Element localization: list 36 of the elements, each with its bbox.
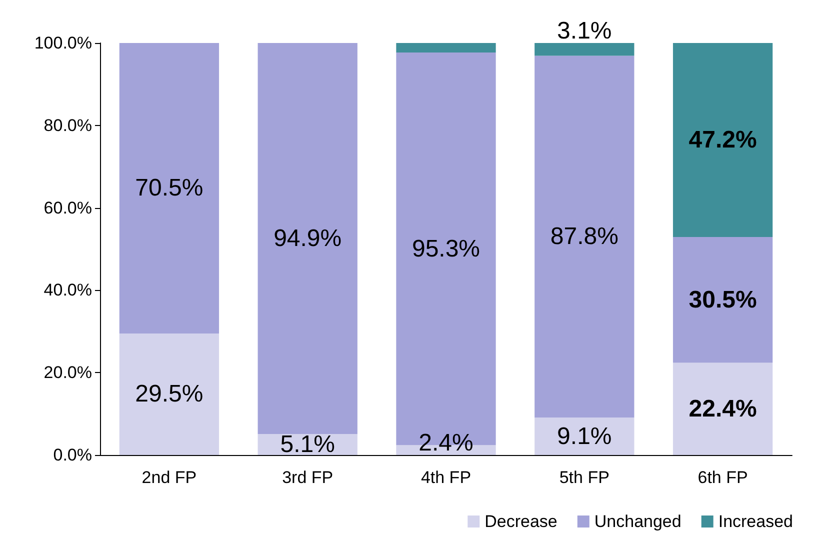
- bar: [672, 43, 773, 238]
- data-label: 70.5%: [135, 174, 204, 202]
- data-label: 22.4%: [688, 395, 757, 422]
- data-label: 30.5%: [688, 286, 757, 314]
- data-label: 3.1%: [557, 18, 612, 44]
- bar: [534, 56, 634, 418]
- x-tick-label: 2nd FP: [142, 468, 197, 487]
- data-label: 5.1%: [280, 430, 335, 458]
- bar: [119, 43, 220, 334]
- bar: [534, 418, 634, 455]
- y-tick-label: 0.0%: [53, 446, 92, 464]
- y-tick-label: 100.0%: [34, 34, 92, 52]
- legend-label: Increased: [718, 512, 794, 531]
- x-tick-label: 3rd FP: [282, 468, 334, 487]
- bar: [396, 43, 496, 52]
- y-tick-label: 80.0%: [44, 116, 92, 135]
- x-tick-label: 4th FP: [420, 468, 472, 487]
- y-tick-label: 60.0%: [44, 198, 92, 218]
- data-label: 87.8%: [550, 223, 618, 250]
- data-label: 9.1%: [557, 422, 612, 450]
- data-label: 94.9%: [274, 224, 342, 252]
- x-tick-label: 5th FP: [559, 468, 610, 487]
- data-label: 95.3%: [412, 235, 480, 262]
- bar: [672, 237, 773, 363]
- y-tick-label: 40.0%: [44, 280, 92, 300]
- legend-label: Decrease: [484, 512, 558, 531]
- legend-label: Unchanged: [594, 512, 682, 531]
- bar: [258, 43, 358, 434]
- bar: [534, 43, 634, 56]
- data-label: 2.4%: [418, 430, 474, 456]
- x-tick-label: 6th FP: [698, 468, 748, 487]
- data-label: 47.2%: [688, 126, 757, 154]
- bar: [672, 362, 773, 455]
- y-tick-label: 20.0%: [44, 363, 92, 382]
- data-label: 29.5%: [135, 380, 204, 408]
- bar: [119, 333, 220, 455]
